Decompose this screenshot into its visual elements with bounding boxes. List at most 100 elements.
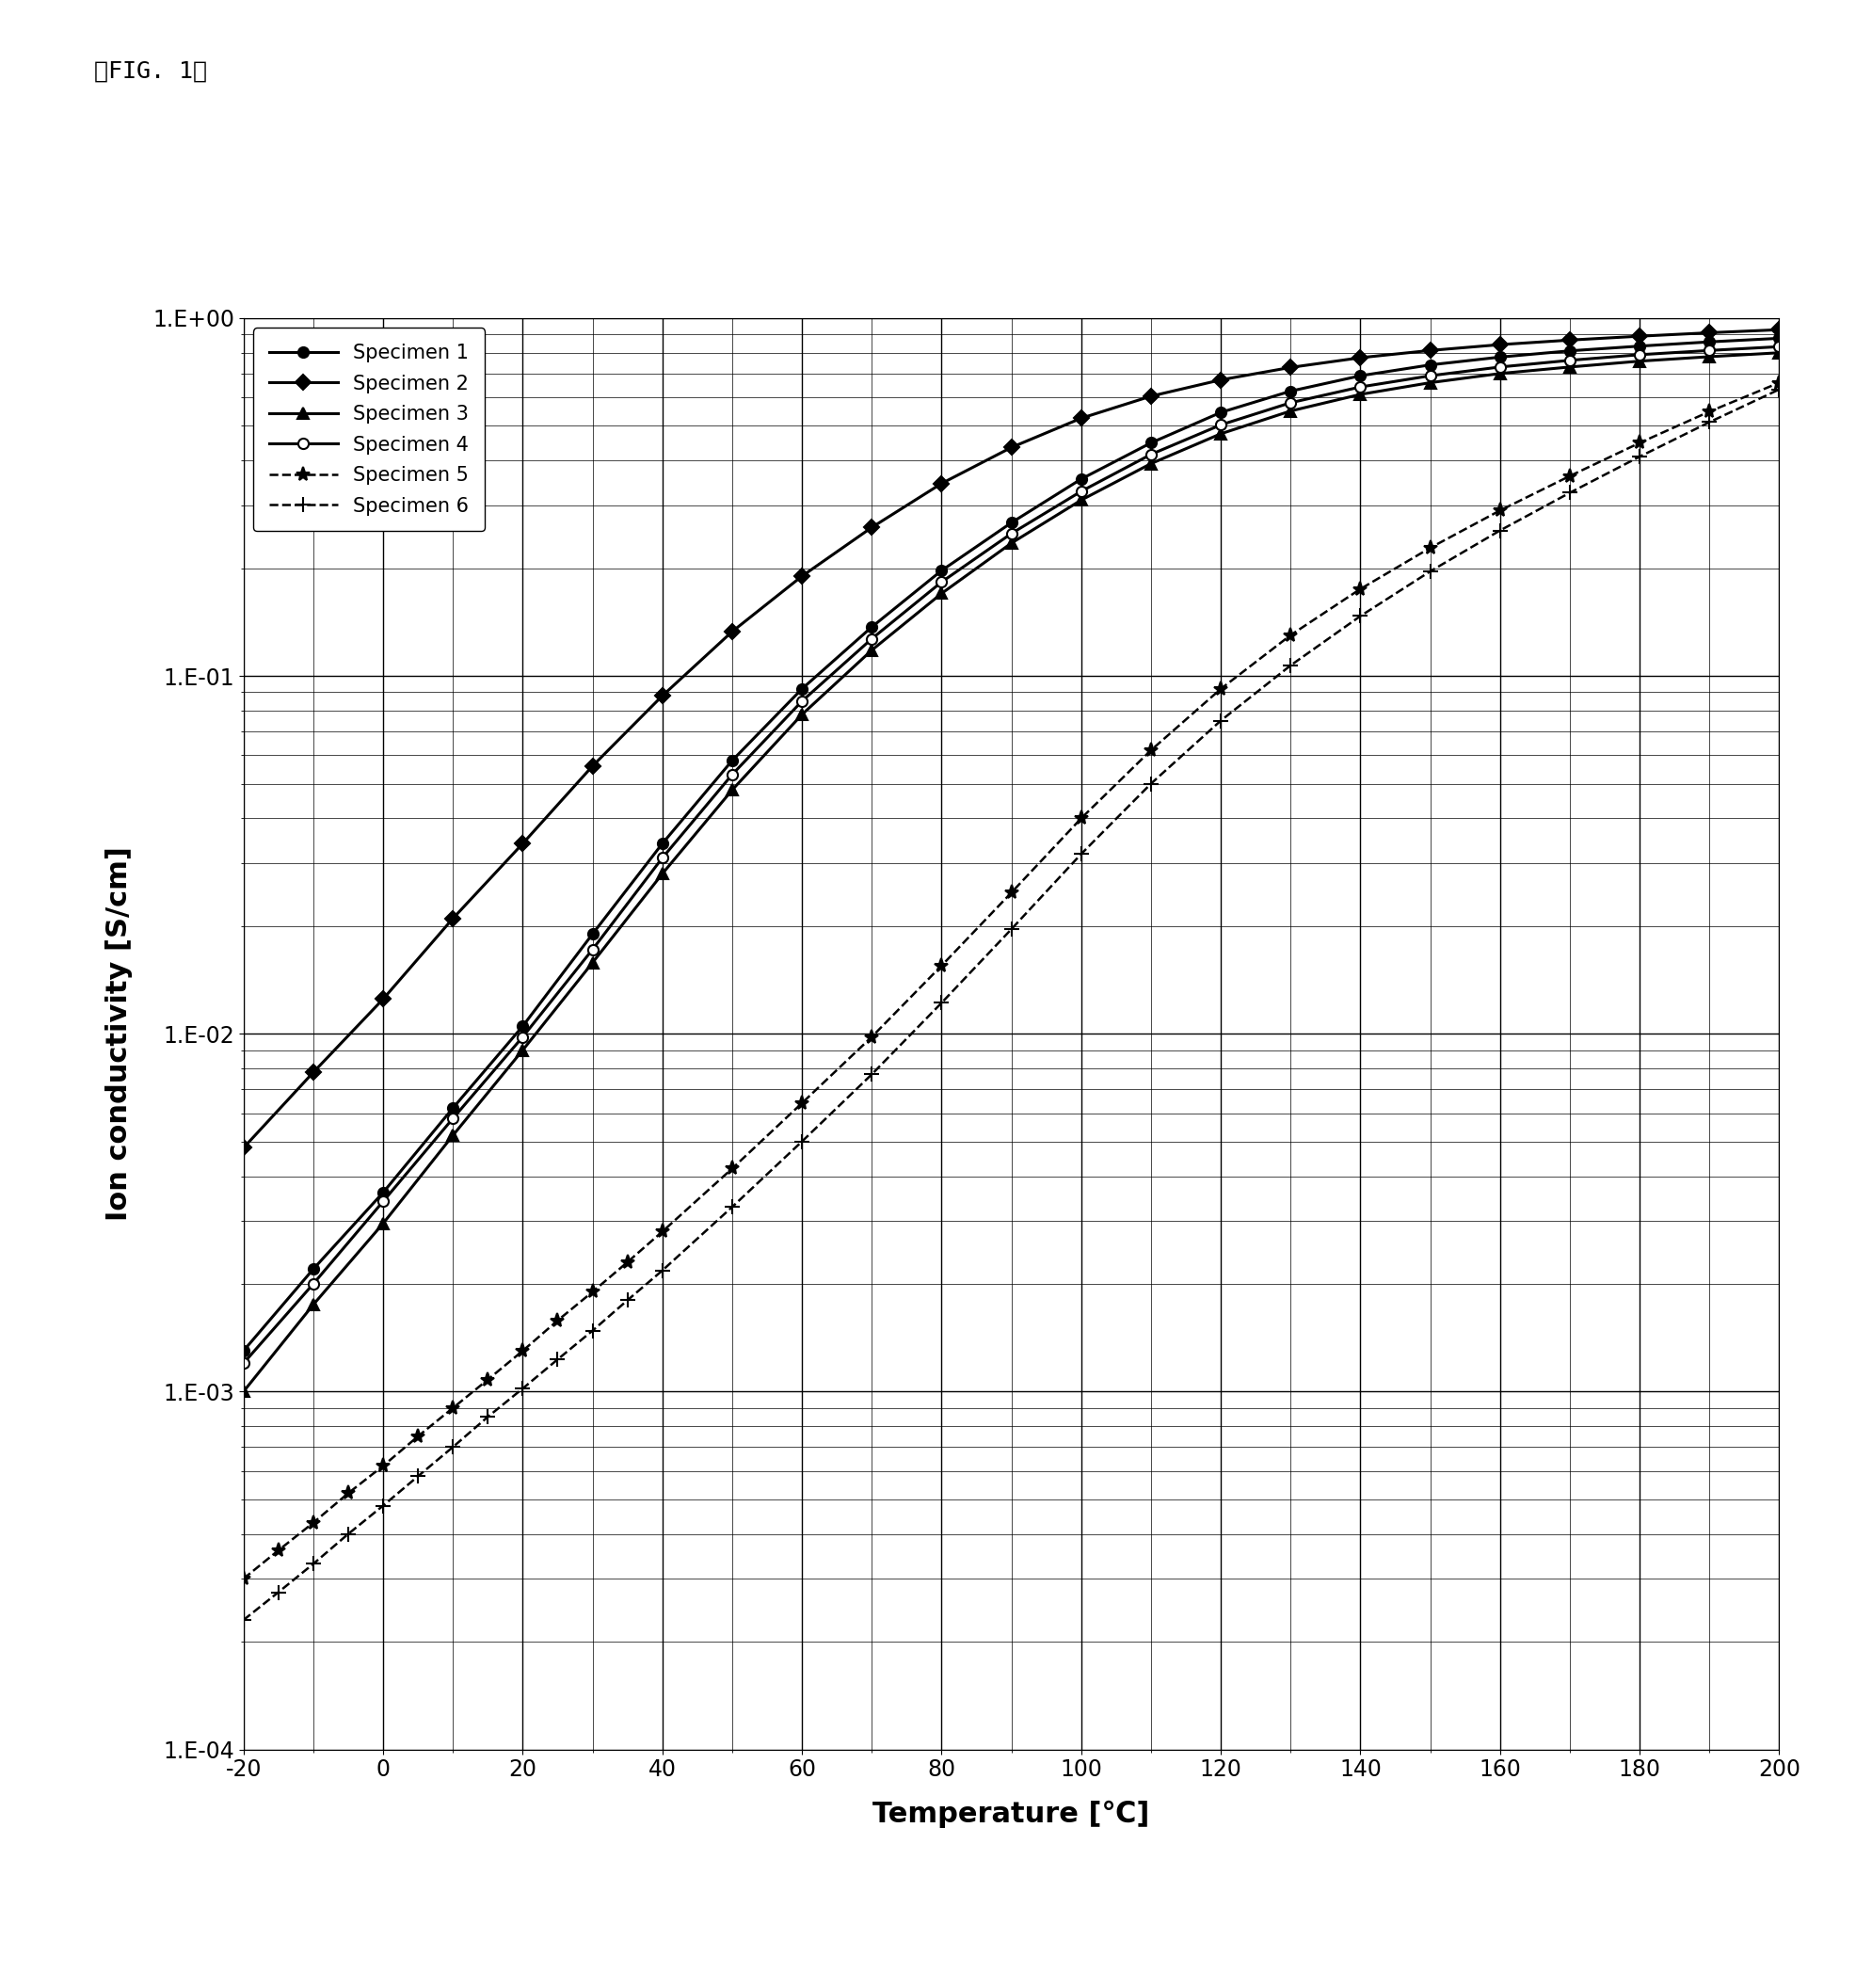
Specimen 3 [790, 702, 812, 726]
Specimen 5 [301, 1511, 324, 1535]
Specimen 1 [1488, 346, 1511, 370]
Specimen 2 [511, 831, 534, 855]
Specimen 4 [1069, 479, 1091, 503]
Specimen 4 [1000, 521, 1022, 545]
Specimen 1 [651, 831, 674, 855]
Specimen 3 [1069, 489, 1091, 513]
Specimen 6 [930, 990, 953, 1014]
Specimen 6 [1767, 378, 1790, 402]
Specimen 3 [1000, 531, 1022, 555]
Specimen 6 [580, 1318, 603, 1342]
Specimen 1 [1348, 364, 1370, 388]
Specimen 5 [475, 1368, 498, 1392]
Specimen 5 [790, 1091, 812, 1115]
Specimen 2 [1627, 324, 1649, 348]
Specimen 2 [721, 620, 743, 644]
Specimen 3 [1348, 382, 1370, 406]
Specimen 2 [442, 907, 464, 930]
Specimen 5 [406, 1423, 429, 1447]
Specimen 5 [1488, 499, 1511, 523]
Specimen 1 [1069, 467, 1091, 491]
Specimen 6 [547, 1348, 569, 1372]
Specimen 3 [1558, 356, 1580, 380]
Line: Specimen 2: Specimen 2 [238, 324, 1784, 1153]
Specimen 6 [1279, 654, 1301, 678]
Text: 』FIG. 1』: 』FIG. 1』 [94, 60, 206, 82]
Specimen 5 [1348, 577, 1370, 600]
Specimen 4 [373, 1189, 395, 1213]
Specimen 2 [859, 515, 882, 539]
Specimen 4 [790, 690, 812, 714]
Specimen 1 [1419, 354, 1441, 378]
Specimen 3 [859, 638, 882, 662]
Specimen 1 [1558, 338, 1580, 362]
Specimen 1 [1209, 400, 1232, 423]
Specimen 5 [511, 1338, 534, 1362]
Specimen 1 [1140, 431, 1163, 455]
Specimen 6 [721, 1195, 743, 1219]
Specimen 6 [1348, 604, 1370, 628]
Specimen 5 [442, 1396, 464, 1419]
Specimen 3 [1209, 421, 1232, 445]
Specimen 4 [721, 763, 743, 787]
Line: Specimen 3: Specimen 3 [238, 348, 1784, 1398]
Specimen 6 [337, 1523, 359, 1547]
Specimen 5 [1279, 622, 1301, 646]
Specimen 4 [580, 938, 603, 962]
Specimen 2 [301, 1060, 324, 1083]
Specimen 5 [547, 1308, 569, 1332]
Specimen 2 [1558, 328, 1580, 352]
Specimen 4 [232, 1352, 255, 1376]
Specimen 5 [1698, 400, 1720, 423]
Specimen 6 [232, 1608, 255, 1632]
Specimen 6 [1558, 481, 1580, 505]
Specimen 3 [373, 1211, 395, 1235]
Specimen 2 [1348, 346, 1370, 370]
Specimen 1 [1279, 380, 1301, 404]
Specimen 2 [1069, 406, 1091, 429]
Specimen 6 [1069, 843, 1091, 867]
Specimen 5 [373, 1453, 395, 1477]
Specimen 3 [1627, 350, 1649, 374]
Specimen 2 [232, 1135, 255, 1159]
Specimen 5 [232, 1567, 255, 1590]
Specimen 5 [651, 1221, 674, 1244]
Line: Specimen 5: Specimen 5 [236, 376, 1786, 1586]
Specimen 3 [511, 1038, 534, 1062]
Specimen 4 [930, 571, 953, 594]
Specimen 4 [442, 1107, 464, 1131]
Specimen 1 [301, 1256, 324, 1280]
Specimen 3 [721, 777, 743, 801]
Specimen 6 [1627, 445, 1649, 469]
Specimen 6 [859, 1062, 882, 1085]
Specimen 6 [1140, 771, 1163, 795]
Specimen 6 [406, 1465, 429, 1489]
Specimen 3 [1767, 340, 1790, 364]
Specimen 4 [1140, 443, 1163, 467]
Specimen 3 [651, 863, 674, 887]
Specimen 6 [301, 1553, 324, 1576]
Specimen 2 [1767, 318, 1790, 342]
Specimen 6 [790, 1129, 812, 1153]
Specimen 4 [1627, 342, 1649, 366]
Specimen 6 [651, 1258, 674, 1282]
Specimen 6 [616, 1288, 638, 1312]
Specimen 6 [1488, 519, 1511, 543]
Specimen 5 [1419, 537, 1441, 561]
Legend: Specimen 1, Specimen 2, Specimen 3, Specimen 4, Specimen 5, Specimen 6: Specimen 1, Specimen 2, Specimen 3, Spec… [253, 328, 485, 531]
Specimen 5 [1209, 678, 1232, 702]
Specimen 3 [1140, 451, 1163, 475]
Specimen 5 [1140, 738, 1163, 761]
Specimen 6 [1000, 916, 1022, 940]
Specimen 1 [580, 922, 603, 946]
Specimen 4 [1698, 338, 1720, 362]
Specimen 3 [930, 582, 953, 606]
Specimen 6 [1209, 708, 1232, 732]
Specimen 2 [1000, 435, 1022, 459]
X-axis label: Temperature [℃]: Temperature [℃] [872, 1801, 1149, 1829]
Specimen 5 [1558, 463, 1580, 487]
Specimen 1 [1767, 326, 1790, 350]
Specimen 4 [651, 847, 674, 871]
Specimen 1 [511, 1014, 534, 1038]
Specimen 5 [1767, 370, 1790, 394]
